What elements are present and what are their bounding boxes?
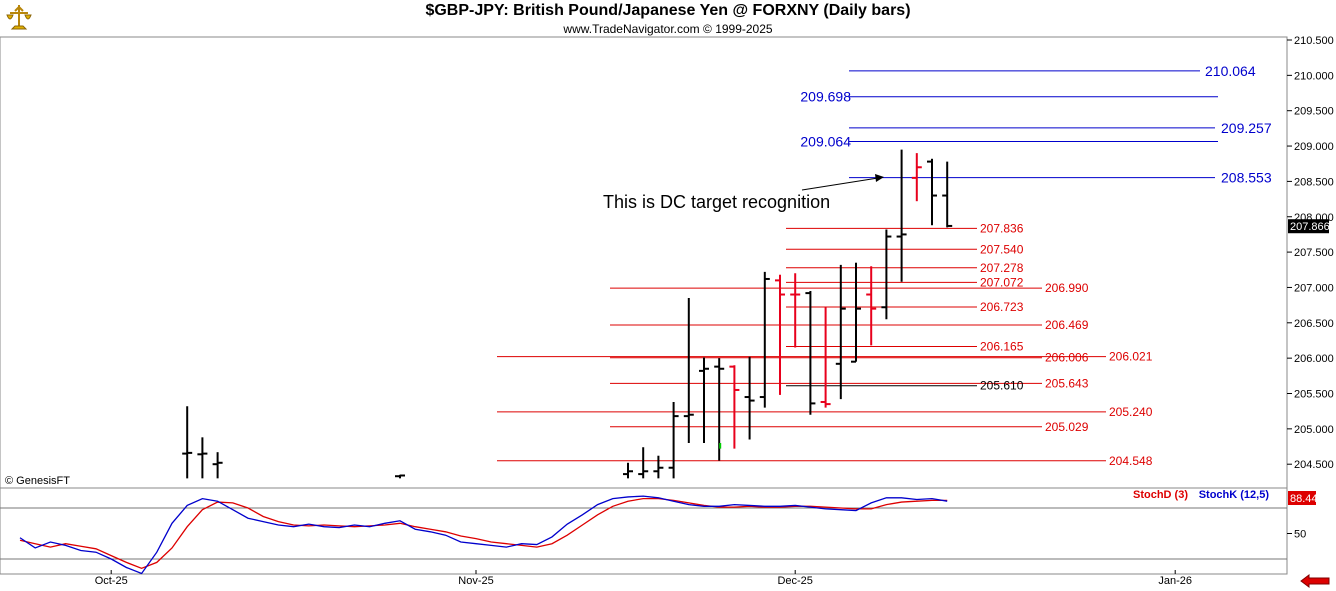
- annotation-arrow: [801, 177, 879, 191]
- ohlc-bar: [942, 161, 953, 228]
- ohlc-bar: [729, 365, 740, 449]
- ohlc-bar: [927, 158, 937, 226]
- support-level-label: 206.723: [980, 300, 1024, 314]
- levels-layer: 210.064 209.698 209.257 209.064 208.553 207.8…: [497, 63, 1272, 468]
- support-level-label: 207.540: [980, 242, 1024, 256]
- ohlc-bar: [790, 273, 801, 348]
- target-level-label: 209.698: [800, 89, 851, 105]
- ohlc-bar: [638, 447, 649, 479]
- support-level-label: 205.643: [1045, 376, 1089, 390]
- y-tick-label: 206.000: [1294, 353, 1334, 365]
- support-level-label: 207.278: [980, 261, 1024, 275]
- ohlc-bar: [623, 462, 633, 479]
- last-price-box: [1288, 219, 1329, 234]
- x-tick-label: Oct-25: [95, 575, 128, 587]
- target-level-label: 209.257: [1221, 120, 1272, 136]
- ohlc-bar: [820, 307, 831, 408]
- trade-navigator-logo: [6, 5, 32, 30]
- chart-title: $GBP-JPY: British Pound/Japanese Yen @ F…: [425, 2, 911, 19]
- ohlc-bar: [881, 229, 892, 320]
- y-tick-label: 205.000: [1294, 424, 1334, 436]
- target-level-label: 210.064: [1205, 63, 1256, 79]
- support-level-label: 205.610: [980, 379, 1024, 393]
- target-level-label: 209.064: [800, 134, 851, 150]
- annotation-text: This is DC target recognition: [603, 192, 830, 212]
- chart-subtitle: www.TradeNavigator.com © 1999-2025: [563, 22, 773, 36]
- target-level-label: 208.553: [1221, 170, 1272, 186]
- y-tick-label: 209.500: [1294, 106, 1334, 118]
- ohlc-bar: [911, 153, 922, 202]
- y-tick-label: 209.000: [1294, 141, 1334, 153]
- stoch-last-value-box: [1288, 491, 1316, 505]
- ohlc-bar: [395, 474, 405, 479]
- support-level-label: 205.029: [1045, 420, 1089, 434]
- y-tick-label: 210.000: [1294, 70, 1334, 82]
- stoch-series-line: [19, 495, 948, 575]
- ohlc-bar: [775, 274, 785, 395]
- y-tick-label: 206.500: [1294, 318, 1334, 330]
- ohlc-bar: [182, 406, 193, 479]
- legend-stochd: StochD (3): [1133, 489, 1188, 501]
- ohlc-bar: [866, 266, 877, 346]
- ohlc-bars: [182, 149, 953, 479]
- bars-layer: [182, 149, 953, 479]
- legend-stochk: StochK (12,5): [1199, 489, 1270, 501]
- copyright-label: © GenesisFT: [5, 475, 70, 487]
- x-tick-label: Nov-25: [458, 575, 493, 587]
- stochastic-layer: 50 StochD (3) StochK (12,5) 88.44: [0, 489, 1318, 575]
- stoch-last-value-label: 88.44: [1290, 493, 1318, 505]
- x-tick-label: Dec-25: [777, 575, 812, 587]
- stoch-y-tick-label: 50: [1294, 529, 1306, 541]
- scroll-left-arrow-icon[interactable]: [1300, 574, 1330, 588]
- ohlc-bar: [653, 455, 664, 479]
- last-price-label: 207.866: [1290, 221, 1330, 233]
- overlay-layer: © GenesisFT This is DC target recognitio…: [5, 174, 884, 487]
- ohlc-bar: [896, 149, 907, 282]
- plot-frame: [0, 36, 1288, 575]
- ohlc-bar: [851, 262, 861, 363]
- support-level-label: 206.469: [1045, 318, 1089, 332]
- ohlc-bar: [835, 264, 846, 400]
- support-level-label: 206.021: [1109, 350, 1153, 364]
- support-level-label: 205.240: [1109, 405, 1153, 419]
- x-tick-label: Jan-26: [1158, 575, 1192, 587]
- ohlc-bar: [759, 271, 770, 408]
- axis-layer: 210.500210.000209.500209.000208.500208.0…: [0, 35, 1334, 587]
- ohlc-bar: [212, 452, 223, 479]
- annotation-arrowhead: [875, 174, 884, 182]
- support-level-label: 207.072: [980, 275, 1024, 289]
- ohlc-bar: [805, 290, 816, 415]
- ohlc-bar: [668, 401, 679, 479]
- support-level-label: 206.165: [980, 339, 1024, 353]
- y-tick-label: 207.000: [1294, 282, 1334, 294]
- y-tick-label: 208.500: [1294, 176, 1334, 188]
- ohlc-bar: [699, 357, 709, 443]
- y-tick-label: 210.500: [1294, 35, 1334, 47]
- ohlc-bar: [197, 437, 208, 479]
- y-tick-label: 204.500: [1294, 459, 1334, 471]
- support-level-label: 206.006: [1045, 351, 1089, 365]
- y-tick-label: 205.500: [1294, 389, 1334, 401]
- ohlc-bar: [744, 356, 755, 440]
- support-level-label: 207.836: [980, 221, 1024, 235]
- support-level-label: 204.548: [1109, 454, 1153, 468]
- stoch-series-line: [19, 497, 948, 570]
- support-level-label: 206.990: [1045, 281, 1089, 295]
- y-tick-label: 207.500: [1294, 247, 1334, 259]
- ohlc-bar: [683, 298, 694, 443]
